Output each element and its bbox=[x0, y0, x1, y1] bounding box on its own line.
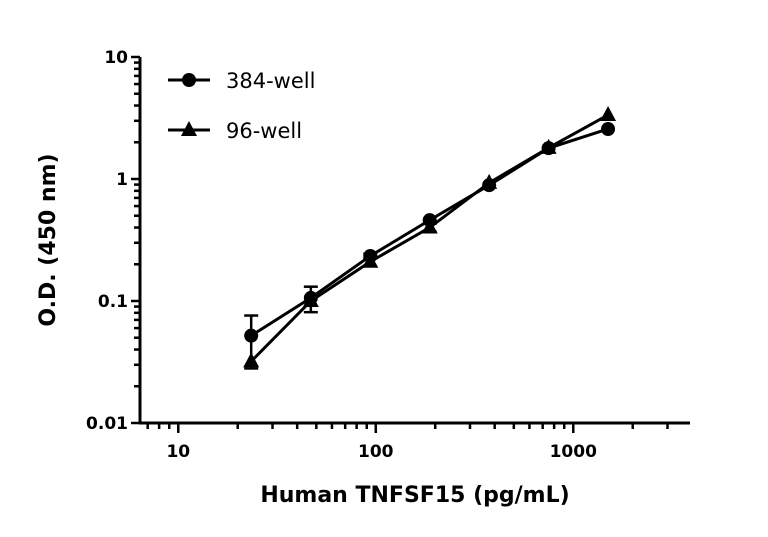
y-axis-label: O.D. (450 nm) bbox=[36, 153, 61, 326]
legend-marker bbox=[182, 73, 196, 87]
x-tick-label: 1000 bbox=[550, 442, 597, 462]
data-point-96-well bbox=[421, 218, 438, 234]
x-tick-label: 10 bbox=[166, 442, 190, 462]
y-tick-label: 0.1 bbox=[98, 292, 128, 312]
data-point-96-well bbox=[481, 173, 498, 189]
data-point-96-well bbox=[243, 352, 260, 368]
legend-label: 384-well bbox=[226, 69, 315, 93]
y-tick-label: 0.01 bbox=[86, 414, 128, 434]
data-point-384-well bbox=[601, 121, 616, 136]
legend-marker bbox=[181, 121, 197, 136]
y-tick-label: 10 bbox=[104, 48, 128, 68]
x-axis-label: Human TNFSF15 (pg/mL) bbox=[260, 483, 569, 508]
data-point-96-well bbox=[362, 252, 379, 268]
y-tick-label: 1 bbox=[116, 170, 128, 190]
data-point-96-well bbox=[600, 105, 617, 121]
data-point-96-well bbox=[540, 138, 557, 154]
x-tick-label: 100 bbox=[358, 442, 394, 462]
data-point-96-well bbox=[302, 292, 319, 307]
legend-label: 96-well bbox=[226, 119, 302, 143]
data-point-384-well bbox=[244, 328, 259, 343]
